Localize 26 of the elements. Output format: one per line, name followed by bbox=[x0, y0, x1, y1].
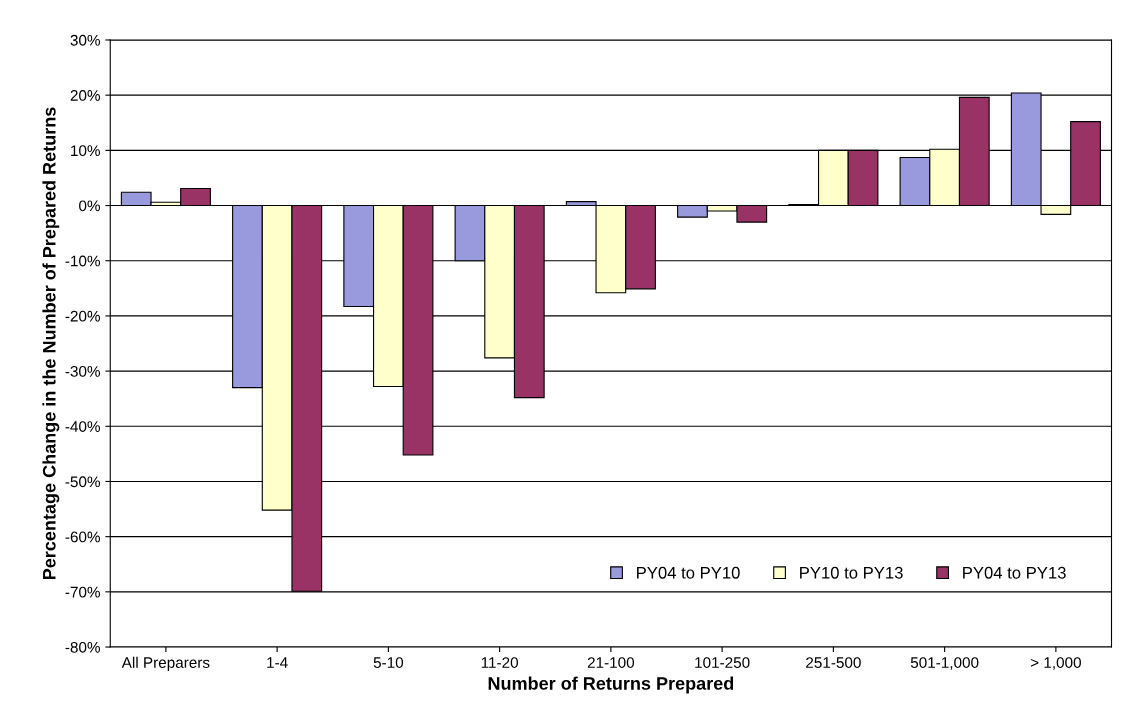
y-tick-label: -20% bbox=[65, 310, 100, 322]
y-tick-label: -10% bbox=[65, 255, 100, 267]
x-tick-label: 11-20 bbox=[481, 657, 518, 668]
y-tick-label: -60% bbox=[65, 531, 100, 543]
y-tick-label: -40% bbox=[65, 421, 100, 432]
legend-label: PY04 to PY13 bbox=[963, 566, 1066, 579]
x-tick-label: > 1,000 bbox=[1030, 657, 1081, 670]
y-tick-label: -50% bbox=[65, 476, 100, 488]
x-axis-title: Number of Returns Prepared bbox=[488, 676, 734, 694]
y-tick-label: -70% bbox=[65, 586, 100, 598]
x-tick-label: 1-4 bbox=[267, 657, 288, 668]
y-tick-label: 10% bbox=[71, 145, 100, 157]
y-tick-label: -80% bbox=[65, 641, 100, 653]
legend-label: PY04 to PY10 bbox=[637, 566, 740, 579]
y-tick-label: -30% bbox=[65, 365, 100, 377]
y-tick-label: 30% bbox=[70, 34, 100, 46]
x-tick-label: 5-10 bbox=[373, 657, 404, 668]
y-tick-label: 20% bbox=[70, 90, 100, 101]
x-tick-label: All Preparers bbox=[121, 656, 210, 671]
x-tick-label: 21-100 bbox=[587, 657, 635, 668]
y-axis-title: Percentage Change in the Number of Prepared Returns bbox=[42, 107, 60, 580]
legend-label: PY10 to PY13 bbox=[800, 566, 903, 579]
x-tick-label: 251-500 bbox=[806, 657, 861, 668]
y-tick-label: 0% bbox=[79, 200, 100, 212]
x-tick-label: 501-1,000 bbox=[910, 657, 979, 670]
x-tick-label: 101-250 bbox=[695, 657, 750, 668]
